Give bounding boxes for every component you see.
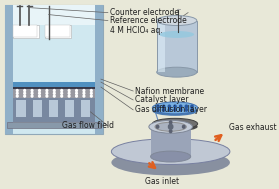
Circle shape: [68, 92, 70, 94]
Circle shape: [68, 90, 70, 91]
Circle shape: [182, 125, 185, 128]
Circle shape: [90, 90, 92, 91]
Circle shape: [76, 90, 77, 91]
Bar: [13, 89, 95, 98]
Circle shape: [168, 109, 170, 111]
Bar: [13, 25, 39, 38]
Circle shape: [46, 90, 48, 91]
Circle shape: [174, 109, 176, 111]
Text: Counter electrode: Counter electrode: [110, 8, 179, 17]
Bar: [45, 25, 69, 37]
Bar: [95, 5, 103, 134]
Bar: [65, 100, 74, 117]
Circle shape: [76, 92, 77, 94]
Bar: [157, 21, 197, 72]
Ellipse shape: [149, 120, 193, 133]
Text: Gas exhaust: Gas exhaust: [229, 123, 277, 132]
Circle shape: [53, 90, 55, 91]
Circle shape: [83, 95, 85, 97]
Circle shape: [46, 95, 48, 97]
Circle shape: [191, 105, 193, 108]
Circle shape: [46, 92, 48, 94]
Ellipse shape: [152, 102, 198, 114]
Text: Nafion membrane: Nafion membrane: [135, 87, 204, 95]
Circle shape: [61, 92, 62, 94]
Circle shape: [185, 105, 187, 108]
Circle shape: [90, 95, 92, 97]
Circle shape: [61, 95, 62, 97]
Circle shape: [174, 105, 176, 108]
Circle shape: [157, 109, 159, 111]
Bar: [7, 122, 101, 128]
Bar: [5, 5, 13, 134]
Circle shape: [83, 92, 85, 94]
Bar: [49, 100, 58, 117]
Text: Gas inlet: Gas inlet: [145, 177, 179, 186]
Bar: [13, 82, 95, 87]
Circle shape: [163, 109, 165, 111]
Text: Catalyst layer: Catalyst layer: [135, 95, 188, 105]
Ellipse shape: [111, 149, 230, 175]
Ellipse shape: [157, 15, 197, 26]
Circle shape: [39, 92, 40, 94]
Circle shape: [68, 95, 70, 97]
Circle shape: [169, 124, 173, 129]
Ellipse shape: [157, 67, 197, 77]
Circle shape: [16, 92, 18, 94]
Ellipse shape: [151, 151, 191, 162]
Circle shape: [53, 95, 55, 97]
Circle shape: [24, 95, 26, 97]
Circle shape: [169, 121, 172, 124]
Ellipse shape: [152, 122, 198, 131]
Circle shape: [168, 105, 170, 108]
Ellipse shape: [159, 31, 194, 38]
Text: Gas flow field: Gas flow field: [62, 121, 114, 130]
Bar: [13, 5, 95, 25]
Ellipse shape: [155, 122, 186, 131]
Ellipse shape: [152, 118, 198, 129]
Circle shape: [24, 92, 26, 94]
Text: Reference electrode: Reference electrode: [110, 16, 186, 25]
Text: Gas diffusion layer: Gas diffusion layer: [135, 105, 207, 114]
Circle shape: [169, 130, 172, 133]
Circle shape: [39, 90, 40, 91]
Bar: [81, 100, 90, 117]
Bar: [151, 127, 191, 156]
Bar: [158, 21, 165, 72]
Bar: [13, 87, 95, 89]
Circle shape: [16, 90, 18, 91]
Circle shape: [157, 105, 159, 108]
Circle shape: [83, 90, 85, 91]
Circle shape: [163, 105, 165, 108]
Circle shape: [31, 92, 33, 94]
Circle shape: [24, 90, 26, 91]
Circle shape: [39, 95, 40, 97]
Circle shape: [179, 109, 182, 111]
Bar: [13, 25, 37, 37]
Ellipse shape: [111, 139, 230, 164]
Bar: [5, 5, 103, 134]
Bar: [16, 100, 26, 117]
Ellipse shape: [152, 106, 198, 116]
Circle shape: [31, 95, 33, 97]
Bar: [33, 100, 42, 117]
Circle shape: [185, 109, 187, 111]
Circle shape: [61, 90, 62, 91]
Circle shape: [76, 95, 77, 97]
Circle shape: [156, 125, 159, 128]
Circle shape: [179, 105, 182, 108]
Bar: [13, 25, 95, 38]
Circle shape: [191, 109, 193, 111]
Text: 4 M HClO₄ aq.: 4 M HClO₄ aq.: [110, 26, 162, 35]
Bar: [13, 98, 95, 122]
Bar: [45, 25, 71, 38]
Circle shape: [53, 92, 55, 94]
Circle shape: [16, 95, 18, 97]
Circle shape: [90, 92, 92, 94]
Circle shape: [31, 90, 33, 91]
